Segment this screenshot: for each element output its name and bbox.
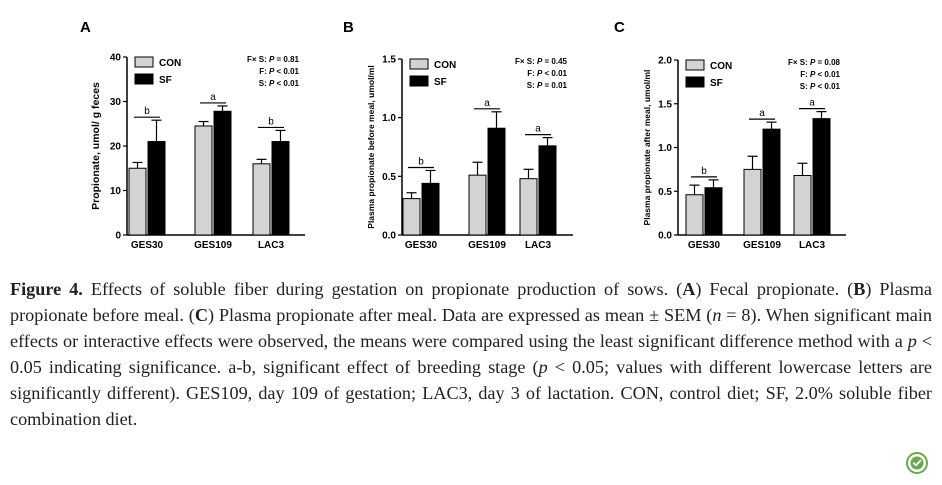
caption-panel-b: B <box>853 279 866 299</box>
caption-panel-a: A <box>682 279 696 299</box>
caption-text-5: = 8). When significant main effects or i… <box>10 305 932 351</box>
stat-line: F× S: P = 0.81 <box>247 55 300 64</box>
bar-con-lac3 <box>519 178 538 236</box>
caption-text-4: ) Plasma propionate after meal. Data are… <box>207 305 713 325</box>
stat-line: F× S: P = 0.08 <box>788 58 841 67</box>
stat-line: S: P < 0.01 <box>800 82 841 91</box>
caption-n: n <box>712 305 722 325</box>
bar-sf-lac3 <box>538 145 557 236</box>
stat-line: F: P < 0.01 <box>800 70 840 79</box>
figure-charts: A 0 10 20 30 40 Propionate, umol/ g feces b GES3… <box>80 19 846 251</box>
bar-sf-ges30 <box>147 141 166 236</box>
figure-label: Figure 4. <box>10 279 83 299</box>
y-tick-label: 0.0 <box>658 231 672 242</box>
panel-letter: B <box>343 19 354 36</box>
bar-sf-lac3 <box>812 118 831 236</box>
y-tick-label: 10 <box>110 186 122 197</box>
y-tick-label: 0.5 <box>658 187 672 198</box>
caption-text-1: Effects of soluble fiber during gestatio… <box>82 279 683 299</box>
stat-line: F: P < 0.01 <box>259 67 299 76</box>
legend-swatch-con <box>685 59 705 71</box>
significance-letter: a <box>759 108 765 119</box>
significance-letter: a <box>484 98 490 109</box>
legend-swatch-con <box>409 58 429 70</box>
legend-swatch-con <box>134 56 154 68</box>
legend-label: SF <box>710 78 723 89</box>
significance-letter: a <box>535 124 541 135</box>
y-axis-title: Propionate, umol/ g feces <box>90 82 102 210</box>
chart-panel-a: A 0 10 20 30 40 Propionate, umol/ g feces b GES3… <box>80 19 305 251</box>
bar-sf-ges109 <box>487 127 506 236</box>
legend-label: CON <box>434 60 456 71</box>
significance-letter: b <box>268 116 274 127</box>
significance-letter: b <box>418 156 424 167</box>
caption-text-3: ) Plasma propionate before meal. ( <box>10 279 932 325</box>
y-tick-label: 0.0 <box>382 231 396 242</box>
legend-swatch-sf <box>409 75 429 87</box>
bar-con-ges109 <box>468 174 487 236</box>
legend-label: CON <box>710 61 732 72</box>
stat-line: F: P < 0.01 <box>527 69 567 78</box>
y-tick-label: 1.5 <box>382 55 396 66</box>
bar-con-ges30 <box>685 194 704 236</box>
bar-con-ges30 <box>402 198 421 236</box>
significance-letter: b <box>144 106 150 117</box>
caption-panel-c: C <box>194 305 208 325</box>
chart-panel-b: B 0.0 0.5 1.0 1.5 Plasma propionate before me… <box>343 19 573 251</box>
legend-swatch-sf <box>134 73 154 85</box>
x-tick-label: GES30 <box>688 240 721 251</box>
caption-p2: p <box>538 357 548 377</box>
x-tick-label: GES109 <box>468 240 506 251</box>
x-tick-label: LAC3 <box>525 240 552 251</box>
check-badge-icon[interactable] <box>906 452 928 474</box>
x-tick-label: GES109 <box>743 240 781 251</box>
chart-panel-c: C 0.0 0.5 1.0 1.5 2.0 Plasma propionate after … <box>614 19 846 251</box>
stat-line: F× S: P = 0.45 <box>515 57 568 66</box>
caption-p1: p <box>907 331 917 351</box>
caption-text-2: ) Fecal propionate. ( <box>695 279 854 299</box>
bar-con-ges109 <box>194 125 213 236</box>
caption-text-6: < 0.05 indicating significance. a-b, sig… <box>10 331 932 377</box>
bar-con-lac3 <box>793 175 812 236</box>
caption-text-7: < 0.05; values with different lowercase … <box>10 357 932 429</box>
x-tick-label: LAC3 <box>799 240 826 251</box>
bar-sf-lac3 <box>271 141 290 236</box>
x-tick-label: GES109 <box>194 240 232 251</box>
x-tick-label: GES30 <box>131 240 164 251</box>
bar-sf-ges109 <box>762 128 781 236</box>
x-tick-label: LAC3 <box>258 240 285 251</box>
y-axis-title: Plasma propionate before meal, umol/ml <box>366 65 376 228</box>
bar-sf-ges109 <box>213 110 232 236</box>
y-tick-label: 1.0 <box>382 113 396 124</box>
bar-sf-ges30 <box>421 182 440 236</box>
y-tick-label: 30 <box>110 97 122 108</box>
figure-caption: Figure 4. Effects of soluble fiber durin… <box>10 276 932 432</box>
legend-swatch-sf <box>685 76 705 88</box>
significance-letter: a <box>210 92 216 103</box>
y-tick-label: 2.0 <box>658 56 672 67</box>
panel-letter: A <box>80 19 91 36</box>
y-tick-label: 20 <box>110 142 122 153</box>
legend-label: CON <box>159 58 181 69</box>
significance-letter: a <box>809 98 815 109</box>
stat-line: S: P = 0.01 <box>527 81 568 90</box>
bar-con-ges30 <box>128 167 147 236</box>
y-tick-label: 1.5 <box>658 99 672 110</box>
bar-con-ges109 <box>743 168 762 236</box>
y-tick-label: 1.0 <box>658 143 672 154</box>
panel-letter: C <box>614 19 625 36</box>
significance-letter: b <box>701 166 707 177</box>
y-tick-label: 0.5 <box>382 172 396 183</box>
bar-sf-ges30 <box>704 187 723 236</box>
y-tick-label: 40 <box>110 53 122 64</box>
legend-label: SF <box>434 77 447 88</box>
y-axis-title: Plasma propionate after meal, umol/ml <box>642 70 652 226</box>
legend-label: SF <box>159 75 172 86</box>
x-tick-label: GES30 <box>405 240 438 251</box>
y-tick-label: 0 <box>115 231 121 242</box>
stat-line: S: P < 0.01 <box>259 79 300 88</box>
bar-con-lac3 <box>252 163 271 236</box>
